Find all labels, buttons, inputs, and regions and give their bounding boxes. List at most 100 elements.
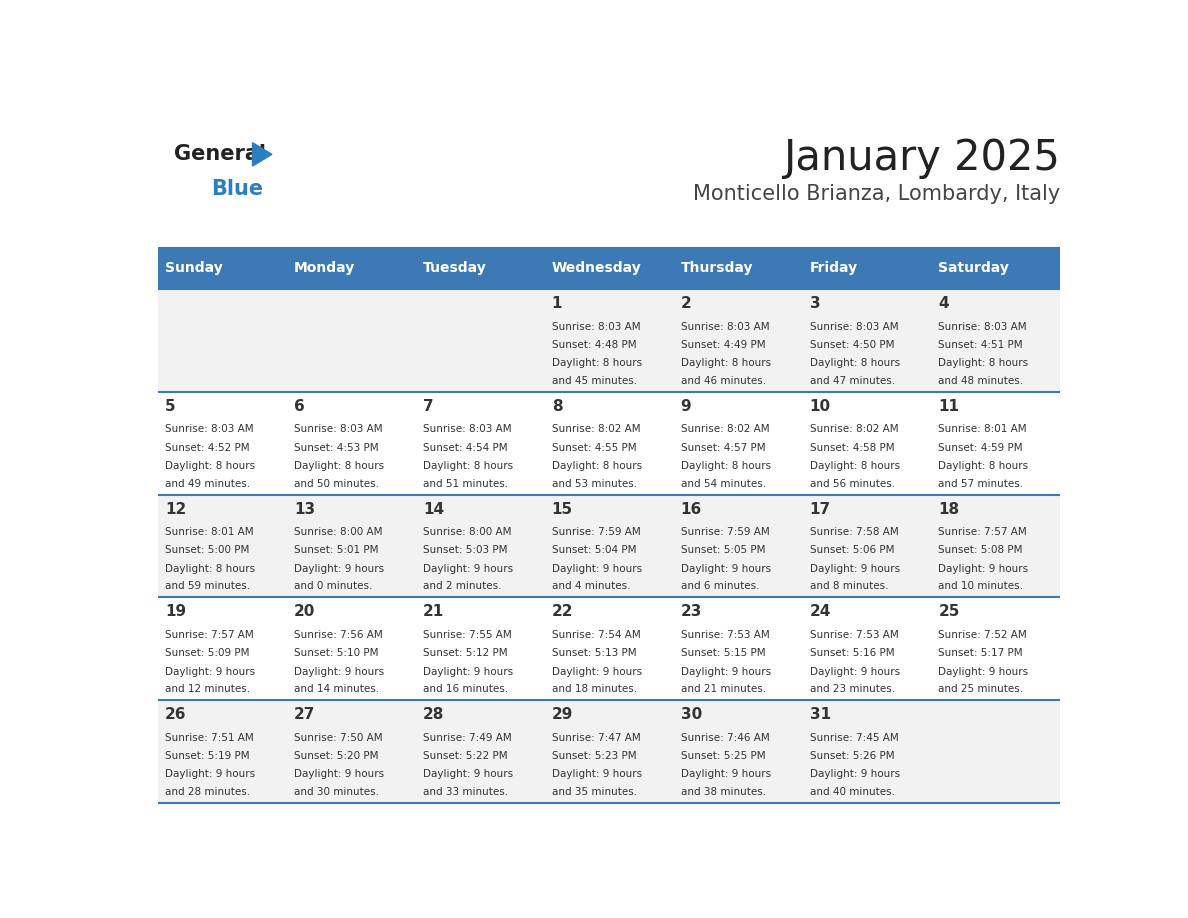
Text: Daylight: 8 hours: Daylight: 8 hours [809,358,899,368]
Text: 24: 24 [809,604,830,620]
Text: 30: 30 [681,707,702,722]
Text: and 12 minutes.: and 12 minutes. [165,684,251,694]
Text: Sunrise: 8:00 AM: Sunrise: 8:00 AM [293,527,383,537]
Text: Daylight: 9 hours: Daylight: 9 hours [681,666,771,677]
FancyBboxPatch shape [158,495,1060,598]
Text: Daylight: 9 hours: Daylight: 9 hours [293,666,384,677]
Text: 6: 6 [293,398,304,414]
Text: 2: 2 [681,297,691,311]
Text: Sunrise: 7:46 AM: Sunrise: 7:46 AM [681,733,770,743]
Text: Daylight: 8 hours: Daylight: 8 hours [165,461,255,471]
Text: Sunset: 5:08 PM: Sunset: 5:08 PM [939,545,1023,555]
Text: 1: 1 [551,297,562,311]
Text: Sunrise: 8:03 AM: Sunrise: 8:03 AM [423,424,512,434]
Text: Sunrise: 8:03 AM: Sunrise: 8:03 AM [165,424,254,434]
Text: Daylight: 9 hours: Daylight: 9 hours [809,564,899,574]
Text: Sunrise: 8:02 AM: Sunrise: 8:02 AM [551,424,640,434]
Text: and 57 minutes.: and 57 minutes. [939,478,1024,488]
FancyBboxPatch shape [674,248,802,289]
Text: 22: 22 [551,604,574,620]
Text: Daylight: 9 hours: Daylight: 9 hours [551,564,642,574]
Text: and 45 minutes.: and 45 minutes. [551,376,637,386]
Text: and 4 minutes.: and 4 minutes. [551,581,631,591]
Text: Sunrise: 8:02 AM: Sunrise: 8:02 AM [681,424,770,434]
Text: Sunset: 4:48 PM: Sunset: 4:48 PM [551,340,637,350]
Text: 26: 26 [165,707,187,722]
Text: and 2 minutes.: and 2 minutes. [423,581,501,591]
Text: and 14 minutes.: and 14 minutes. [293,684,379,694]
Text: Sunrise: 8:01 AM: Sunrise: 8:01 AM [939,424,1028,434]
Text: Daylight: 9 hours: Daylight: 9 hours [551,769,642,779]
Text: Saturday: Saturday [939,262,1010,275]
Text: 31: 31 [809,707,830,722]
Text: Sunday: Sunday [165,262,223,275]
Text: and 54 minutes.: and 54 minutes. [681,478,766,488]
Text: Daylight: 8 hours: Daylight: 8 hours [551,461,642,471]
Text: and 49 minutes.: and 49 minutes. [165,478,251,488]
Text: Wednesday: Wednesday [551,262,642,275]
Text: Daylight: 9 hours: Daylight: 9 hours [423,564,513,574]
Text: Sunset: 5:20 PM: Sunset: 5:20 PM [293,751,379,761]
Text: Sunrise: 7:56 AM: Sunrise: 7:56 AM [293,630,383,640]
FancyBboxPatch shape [158,392,1060,495]
Text: Sunset: 5:01 PM: Sunset: 5:01 PM [293,545,379,555]
Text: Sunrise: 7:47 AM: Sunrise: 7:47 AM [551,733,640,743]
Text: and 59 minutes.: and 59 minutes. [165,581,251,591]
Text: 8: 8 [551,398,562,414]
Text: Daylight: 9 hours: Daylight: 9 hours [423,769,513,779]
FancyBboxPatch shape [158,289,1060,392]
Text: 9: 9 [681,398,691,414]
Text: Daylight: 8 hours: Daylight: 8 hours [809,461,899,471]
Text: 21: 21 [423,604,444,620]
Text: Sunset: 5:23 PM: Sunset: 5:23 PM [551,751,637,761]
Text: Sunset: 5:09 PM: Sunset: 5:09 PM [165,648,249,658]
Text: 20: 20 [293,604,315,620]
Text: Sunset: 5:00 PM: Sunset: 5:00 PM [165,545,249,555]
Text: Daylight: 9 hours: Daylight: 9 hours [681,564,771,574]
Text: and 18 minutes.: and 18 minutes. [551,684,637,694]
Text: and 6 minutes.: and 6 minutes. [681,581,759,591]
Text: Friday: Friday [809,262,858,275]
Polygon shape [253,142,272,166]
Text: Daylight: 9 hours: Daylight: 9 hours [165,769,255,779]
Text: Tuesday: Tuesday [423,262,487,275]
Text: January 2025: January 2025 [783,137,1060,179]
Text: Sunset: 5:17 PM: Sunset: 5:17 PM [939,648,1023,658]
Text: 25: 25 [939,604,960,620]
Text: Sunset: 5:22 PM: Sunset: 5:22 PM [423,751,507,761]
Text: 23: 23 [681,604,702,620]
Text: and 0 minutes.: and 0 minutes. [293,581,372,591]
Text: Sunrise: 7:58 AM: Sunrise: 7:58 AM [809,527,898,537]
Text: Daylight: 8 hours: Daylight: 8 hours [551,358,642,368]
Text: Sunrise: 7:52 AM: Sunrise: 7:52 AM [939,630,1028,640]
Text: Monticello Brianza, Lombardy, Italy: Monticello Brianza, Lombardy, Italy [693,185,1060,205]
Text: 11: 11 [939,398,960,414]
Text: 12: 12 [165,501,187,517]
Text: 27: 27 [293,707,315,722]
Text: and 8 minutes.: and 8 minutes. [809,581,889,591]
Text: Sunrise: 7:45 AM: Sunrise: 7:45 AM [809,733,898,743]
Text: Sunrise: 7:57 AM: Sunrise: 7:57 AM [165,630,254,640]
Text: and 56 minutes.: and 56 minutes. [809,478,895,488]
Text: Monday: Monday [293,262,355,275]
FancyBboxPatch shape [416,248,544,289]
Text: and 38 minutes.: and 38 minutes. [681,787,766,797]
Text: and 51 minutes.: and 51 minutes. [423,478,508,488]
Text: 7: 7 [423,398,434,414]
Text: and 21 minutes.: and 21 minutes. [681,684,766,694]
FancyBboxPatch shape [158,700,1060,803]
Text: Daylight: 9 hours: Daylight: 9 hours [293,564,384,574]
Text: and 16 minutes.: and 16 minutes. [423,684,508,694]
Text: Sunrise: 8:03 AM: Sunrise: 8:03 AM [681,321,770,331]
Text: and 48 minutes.: and 48 minutes. [939,376,1024,386]
Text: 28: 28 [423,707,444,722]
Text: and 33 minutes.: and 33 minutes. [423,787,508,797]
Text: Daylight: 9 hours: Daylight: 9 hours [293,769,384,779]
Text: Sunrise: 7:50 AM: Sunrise: 7:50 AM [293,733,383,743]
Text: Sunset: 4:49 PM: Sunset: 4:49 PM [681,340,765,350]
Text: Daylight: 9 hours: Daylight: 9 hours [939,666,1029,677]
Text: Sunset: 4:50 PM: Sunset: 4:50 PM [809,340,895,350]
Text: Daylight: 8 hours: Daylight: 8 hours [681,461,771,471]
Text: Sunset: 5:13 PM: Sunset: 5:13 PM [551,648,637,658]
Text: Sunset: 4:54 PM: Sunset: 4:54 PM [423,442,507,453]
